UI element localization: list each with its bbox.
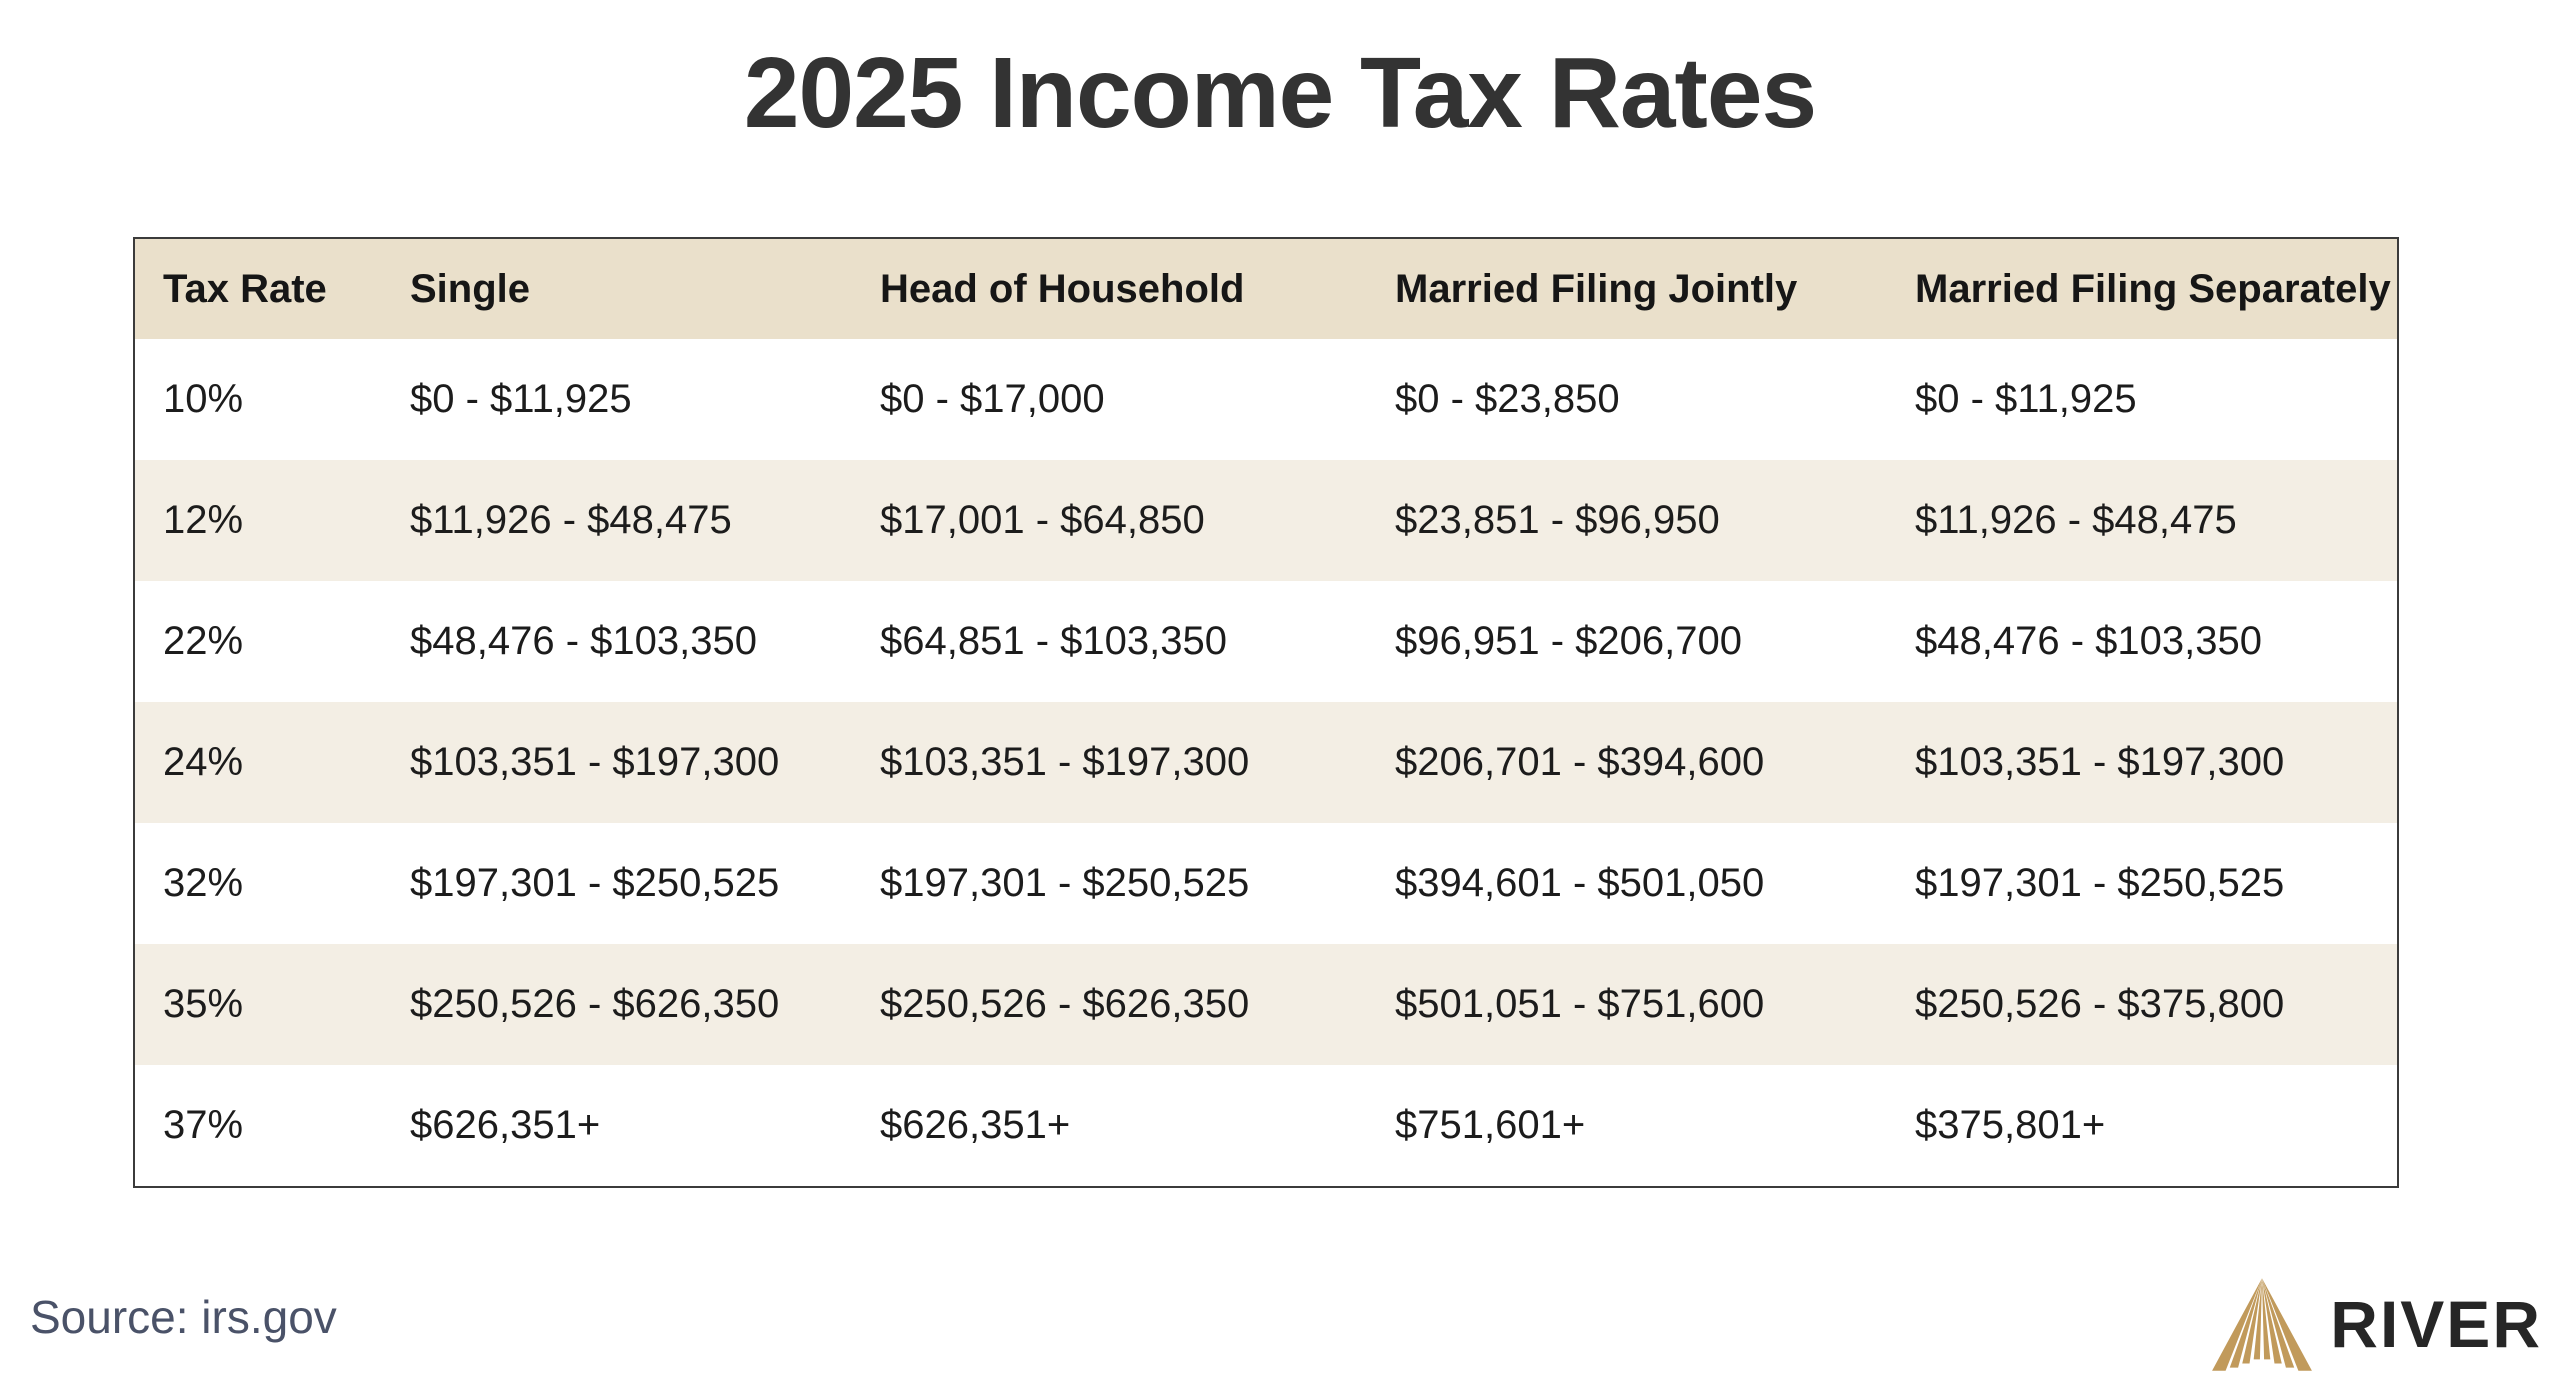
table-row: 22% $48,476 - $103,350 $64,851 - $103,35… xyxy=(135,581,2397,702)
cell-married-filing-separately: $375,801+ xyxy=(1915,1103,2106,1147)
cell-head-of-household: $0 - $17,000 xyxy=(880,377,1105,421)
column-header-married-filing-jointly: Married Filing Jointly xyxy=(1395,266,1798,311)
cell-married-filing-separately: $103,351 - $197,300 xyxy=(1915,740,2285,784)
column-header-single: Single xyxy=(410,266,531,311)
brand-name: RIVER xyxy=(2330,1287,2542,1361)
cell-head-of-household: $64,851 - $103,350 xyxy=(880,619,1227,663)
cell-married-filing-jointly: $23,851 - $96,950 xyxy=(1395,498,1720,542)
cell-single: $11,926 - $48,475 xyxy=(410,498,732,542)
cell-married-filing-jointly: $96,951 - $206,700 xyxy=(1395,619,1742,663)
table-body: 10% $0 - $11,925 $0 - $17,000 $0 - $23,8… xyxy=(135,339,2397,1186)
table-row: 12% $11,926 - $48,475 $17,001 - $64,850 … xyxy=(135,460,2397,581)
cell-married-filing-jointly: $751,601+ xyxy=(1395,1103,1586,1147)
cell-head-of-household: $103,351 - $197,300 xyxy=(880,740,1250,784)
cell-tax-rate: 24% xyxy=(163,740,244,784)
cell-married-filing-separately: $48,476 - $103,350 xyxy=(1915,619,2262,663)
table-row: 32% $197,301 - $250,525 $197,301 - $250,… xyxy=(135,823,2397,944)
cell-tax-rate: 37% xyxy=(163,1103,244,1147)
cell-married-filing-separately: $197,301 - $250,525 xyxy=(1915,861,2285,905)
column-header-married-filing-separately: Married Filing Separately xyxy=(1915,266,2391,311)
cell-married-filing-separately: $250,526 - $375,800 xyxy=(1915,982,2285,1026)
cell-single: $626,351+ xyxy=(410,1103,601,1147)
cell-tax-rate: 22% xyxy=(163,619,244,663)
table-row: 24% $103,351 - $197,300 $103,351 - $197,… xyxy=(135,702,2397,823)
cell-tax-rate: 12% xyxy=(163,498,244,542)
column-header-head-of-household: Head of Household xyxy=(880,266,1245,311)
source-attribution: Source: irs.gov xyxy=(30,1291,337,1343)
cell-single: $250,526 - $626,350 xyxy=(410,982,780,1026)
table-row: 37% $626,351+ $626,351+ $751,601+ $375,8… xyxy=(135,1065,2397,1186)
cell-single: $0 - $11,925 xyxy=(410,377,632,421)
cell-married-filing-jointly: $206,701 - $394,600 xyxy=(1395,740,1765,784)
page-title: 2025 Income Tax Rates xyxy=(743,37,1817,149)
cell-married-filing-separately: $0 - $11,925 xyxy=(1915,377,2137,421)
cell-head-of-household: $17,001 - $64,850 xyxy=(880,498,1205,542)
cell-married-filing-separately: $11,926 - $48,475 xyxy=(1915,498,2237,542)
cell-single: $197,301 - $250,525 xyxy=(410,861,780,905)
cell-tax-rate: 35% xyxy=(163,982,244,1026)
cell-married-filing-jointly: $394,601 - $501,050 xyxy=(1395,861,1765,905)
cell-head-of-household: $250,526 - $626,350 xyxy=(880,982,1250,1026)
tax-rate-table: Tax Rate Single Head of Household Marrie… xyxy=(133,237,2399,1188)
table-row: 10% $0 - $11,925 $0 - $17,000 $0 - $23,8… xyxy=(135,339,2397,460)
cell-tax-rate: 32% xyxy=(163,861,244,905)
cell-head-of-household: $197,301 - $250,525 xyxy=(880,861,1250,905)
cell-married-filing-jointly: $501,051 - $751,600 xyxy=(1395,982,1765,1026)
cell-head-of-household: $626,351+ xyxy=(880,1103,1071,1147)
cell-single: $103,351 - $197,300 xyxy=(410,740,780,784)
river-rays-triangle-icon xyxy=(2210,1272,2314,1376)
cell-single: $48,476 - $103,350 xyxy=(410,619,757,663)
column-header-tax-rate: Tax Rate xyxy=(163,266,327,311)
table-row: 35% $250,526 - $626,350 $250,526 - $626,… xyxy=(135,944,2397,1065)
brand-lockup: RIVER xyxy=(2210,1272,2542,1376)
cell-married-filing-jointly: $0 - $23,850 xyxy=(1395,377,1620,421)
cell-tax-rate: 10% xyxy=(163,377,244,421)
table-header-row: Tax Rate Single Head of Household Marrie… xyxy=(135,239,2397,339)
